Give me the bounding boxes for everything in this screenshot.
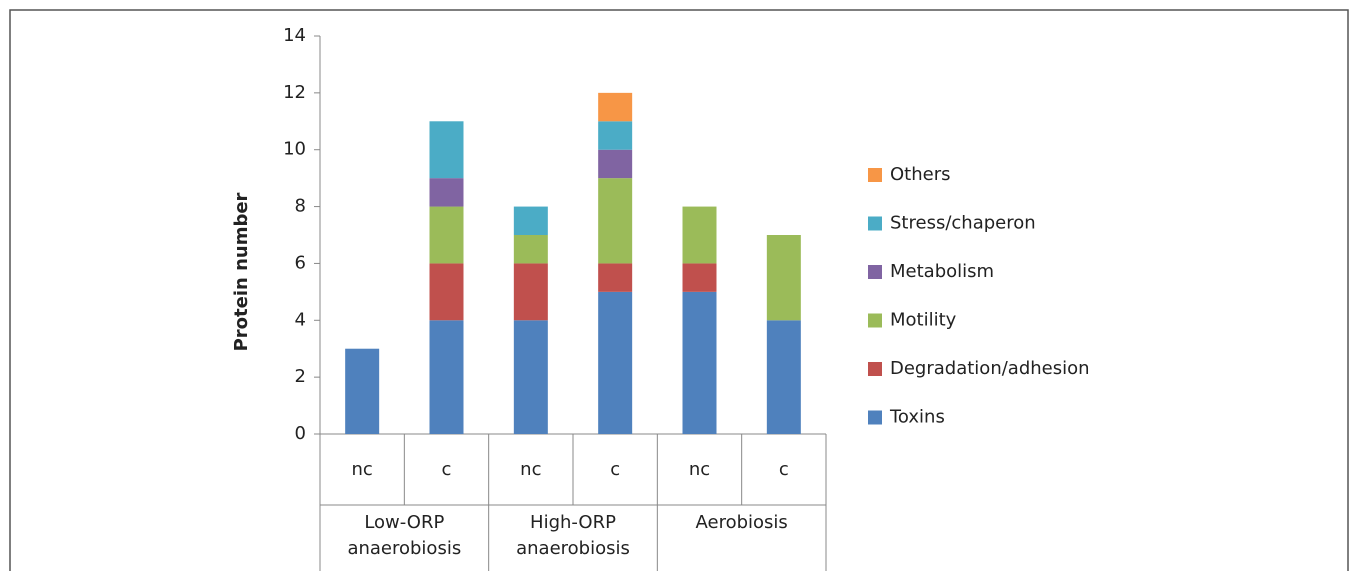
y-tick-label: 10 xyxy=(283,139,306,160)
x-tick-label: c xyxy=(442,459,452,480)
bar-segment xyxy=(513,206,548,235)
x-tick-label: nc xyxy=(352,459,373,480)
bar-segment xyxy=(429,178,464,207)
bar-segment xyxy=(429,320,464,434)
legend-swatch xyxy=(868,265,882,279)
bar-segment xyxy=(598,178,633,264)
y-tick-label: 12 xyxy=(283,82,306,103)
legend-swatch xyxy=(868,168,882,182)
legend-label: Others xyxy=(890,164,951,185)
bar-segment xyxy=(513,320,548,434)
legend-label: Degradation/adhesion xyxy=(890,358,1090,379)
x-tick-label: c xyxy=(610,459,620,480)
bar-segment xyxy=(766,320,801,434)
bar-segment xyxy=(598,121,633,150)
group-label: Low-ORP anaerobiosis xyxy=(347,512,462,559)
bar-segment xyxy=(598,92,633,122)
x-tick-label: nc xyxy=(520,459,541,480)
group-label: Aerobiosis xyxy=(695,512,788,533)
legend-label: Metabolism xyxy=(890,261,994,282)
legend-swatch xyxy=(868,313,882,328)
y-tick-label: 6 xyxy=(295,252,306,273)
group-label: High-ORP anaerobiosis xyxy=(516,512,630,559)
bar-segment xyxy=(682,263,717,292)
bar-segment xyxy=(682,206,717,264)
bar-segment xyxy=(598,263,633,292)
bar-segment xyxy=(682,291,717,434)
y-tick-label: 4 xyxy=(295,309,306,330)
legend-label: Stress/chaperon xyxy=(890,213,1036,234)
bar-segment xyxy=(513,263,548,321)
bar-segment xyxy=(429,263,464,321)
bar-segment xyxy=(598,149,633,179)
y-tick-label: 14 xyxy=(283,25,306,46)
bar-segment xyxy=(429,121,464,179)
legend-swatch xyxy=(868,216,882,231)
bar-segment xyxy=(345,348,380,434)
legend-swatch xyxy=(868,362,882,376)
legend-label: Motility xyxy=(890,310,957,331)
frame xyxy=(9,9,1349,571)
bar-segment xyxy=(429,206,464,264)
y-tick-label: 0 xyxy=(295,423,306,444)
y-tick-label: 2 xyxy=(295,366,306,387)
legend-swatch xyxy=(868,410,882,425)
bar-segment xyxy=(513,235,548,264)
y-axis-label: Protein number xyxy=(231,192,252,351)
x-tick-label: nc xyxy=(689,459,710,480)
bar-segment xyxy=(766,235,801,321)
x-tick-label: c xyxy=(779,459,789,480)
legend-label: Toxins xyxy=(889,407,945,428)
y-tick-label: 8 xyxy=(295,196,306,217)
bar-segment xyxy=(598,291,633,434)
